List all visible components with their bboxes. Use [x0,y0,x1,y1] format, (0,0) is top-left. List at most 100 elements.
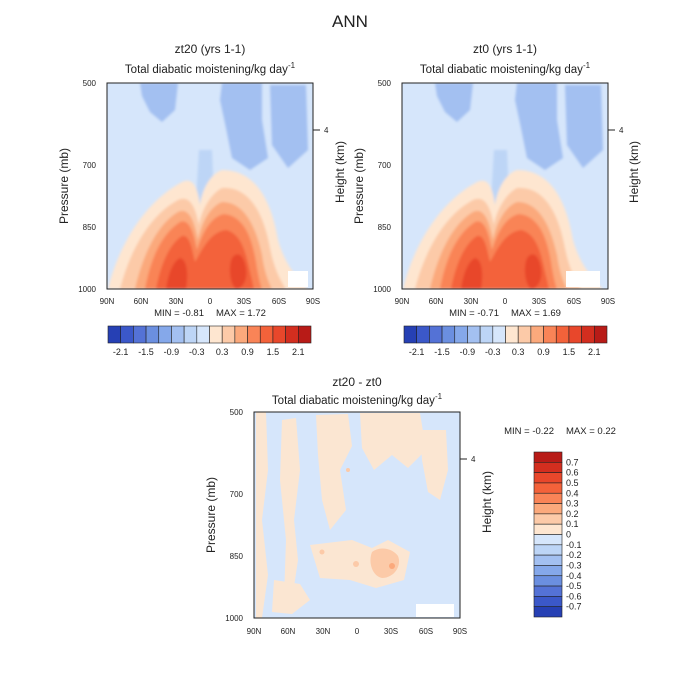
y-tick-label: 500 [378,79,392,88]
y-tick-label: 850 [230,552,244,561]
colorbar-box [467,325,481,344]
panel-subtitle: Total diabatic moistening/kg day-1 [272,392,443,407]
x-axis: 90N 60N 30N 0 30S 60S 90S [395,297,615,306]
x-tick-label: 60S [419,627,433,636]
colorbar-box [533,565,563,577]
colorbar-box [533,482,563,494]
max-value: 1.69 [542,308,561,319]
x-tick-label: 90N [247,627,262,636]
x-tick-label: 90S [306,297,320,306]
upper-minimum [435,83,473,122]
colorbar-box [183,325,198,344]
x-tick-label: 90N [100,297,115,306]
y-axis-label: Pressure (mb) [352,148,366,224]
colorbar-tick-label: 0.3 [216,347,229,357]
colorbar-box [133,325,147,344]
min-label: MIN = [449,308,477,319]
colorbar: -2.1 -1.5 -0.9 -0.3 0.3 0.9 1.5 2.1 [403,325,608,357]
colorbar-box [454,325,468,344]
upper-minimum [515,83,563,170]
min-label: MIN = [504,426,532,437]
positive-maximum [166,258,188,289]
positive-spot [346,468,350,472]
colorbar-tick-label: -0.4 [566,571,582,581]
max-label: MAX = [216,308,247,319]
colorbar-box [543,325,557,344]
masked-region [566,271,600,287]
colorbar-tick-label: 0.7 [566,457,579,467]
colorbar-tick-label: 0.4 [566,488,579,498]
right-axis: 4 Height (km) [313,126,347,203]
panel-title: zt20 (yrs 1-1) [175,42,246,56]
max-value: 0.22 [597,426,616,437]
y-tick-label: 500 [230,408,244,417]
colorbar-tick-label: 0.3 [566,499,579,509]
subtitle-text: Total diabatic moistening/kg day [125,64,288,76]
colorbar-tick-label: 2.1 [292,347,305,357]
y-axis: 500 700 850 1000 Pressure (mb) [204,408,244,623]
colorbar-tick-label: 1.5 [267,347,280,357]
panel-difference: zt20 - zt0 Total diabatic moistening/kg … [204,375,616,636]
y-axis-label: Pressure (mb) [204,477,218,553]
colorbar-box [533,596,563,607]
positive-spot [353,561,359,567]
colorbar-box [533,451,563,463]
colorbar-tick-label: -2.1 [409,347,425,357]
x-tick-label: 90S [601,297,615,306]
colorbar-box [272,325,286,344]
colorbar-box [196,325,210,344]
positive-maximum [229,254,247,289]
colorbar-box [416,325,430,344]
colorbar-tick-label: 0.2 [566,509,579,519]
colorbar-tick-label: 0.9 [241,347,254,357]
stats-line: MIN = -0.22 MAX = 0.22 [504,426,616,437]
x-tick-label: 0 [355,627,360,636]
y-tick-label: 1000 [78,285,96,294]
colorbar-box [441,325,456,344]
max-value: 1.72 [247,308,266,319]
right-axis: 4 Height (km) [460,455,494,533]
panel-subtitle: Total diabatic moistening/kg day-1 [125,61,296,76]
contour-field [107,83,313,289]
colorbar-tick-label: 0.1 [566,519,579,529]
colorbar-tick-label: 0.5 [566,478,579,488]
colorbar-box [533,503,563,515]
right-tick-label: 4 [471,455,476,464]
colorbar-box [145,325,160,344]
colorbar-tick-label: -0.7 [566,602,582,612]
x-tick-label: 30N [316,627,331,636]
colorbar-tick-label: 0.6 [566,468,579,478]
min-value: -0.81 [182,308,204,319]
colorbar-tick-label: -1.5 [434,347,450,357]
colorbar-box [581,325,595,344]
colorbar-box [568,325,582,344]
x-tick-label: 30S [532,297,546,306]
colorbar-box [120,325,134,344]
x-tick-label: 30S [384,627,398,636]
max-label: MAX = [511,308,542,319]
colorbar-tick-label: 0.9 [537,347,550,357]
colorbar-box [533,472,563,484]
min-value: -0.71 [477,308,499,319]
positive-spot [370,548,400,578]
colorbar-box [533,585,563,597]
plot-frame [106,82,314,290]
colorbar-box [285,325,299,344]
upper-minimum [140,83,178,122]
stats-line: MIN = -0.81 MAX = 1.72 [154,308,266,319]
x-axis: 90N 60N 30N 0 30S 60S 90S [100,297,320,306]
subtitle-text: Total diabatic moistening/kg day [272,395,435,407]
colorbar-tick-label: -0.9 [164,347,180,357]
y-tick-label: 500 [83,79,97,88]
colorbar-box [533,492,563,504]
positive-band [360,413,426,470]
colorbar-box [533,462,563,473]
x-tick-label: 30S [237,297,251,306]
colorbar-tick-label: -0.1 [566,540,582,550]
colorbar-box [517,325,532,344]
panel-subtitle: Total diabatic moistening/kg day-1 [420,61,591,76]
x-tick-label: 90S [453,627,467,636]
colorbar-box [298,325,312,344]
x-axis: 90N 60N 30N 0 30S 60S 90S [247,627,467,636]
x-tick-label: 30N [169,297,184,306]
